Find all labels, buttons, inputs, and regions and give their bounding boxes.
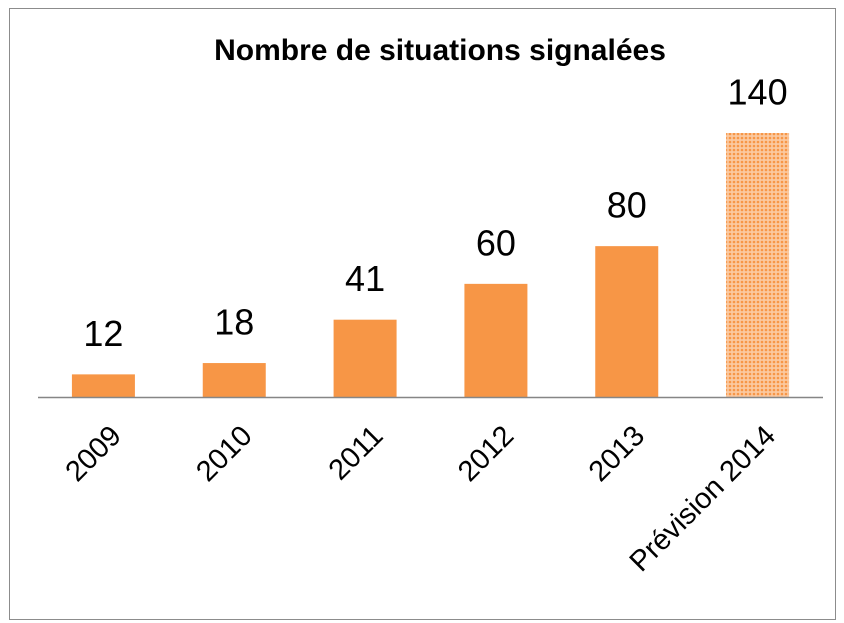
- chart-frame: [9, 8, 836, 620]
- bar: [726, 133, 790, 397]
- bar: [71, 374, 135, 397]
- data-label: 140: [728, 72, 788, 113]
- bar: [595, 246, 659, 397]
- bar: [202, 363, 266, 397]
- bar: [464, 283, 528, 397]
- data-label: 18: [214, 302, 254, 343]
- data-label: 41: [345, 258, 385, 299]
- data-label: 80: [607, 185, 647, 226]
- data-label: 60: [476, 222, 516, 263]
- bar: [333, 319, 397, 397]
- chart-title: Nombre de situations signalées: [214, 34, 666, 67]
- data-label: 12: [83, 313, 123, 354]
